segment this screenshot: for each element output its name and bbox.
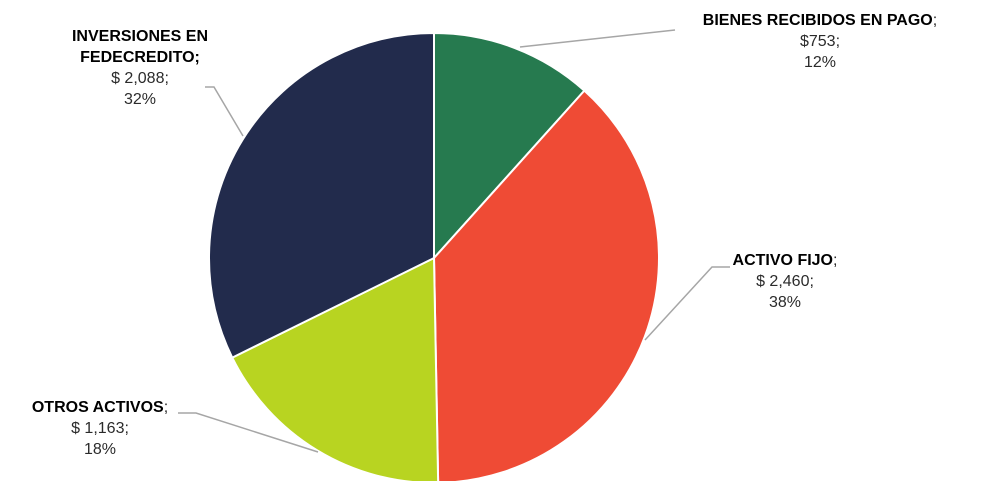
- separator: ;: [164, 70, 169, 87]
- slice-value: $ 2,460: [756, 273, 810, 290]
- separator: ;: [163, 399, 169, 416]
- pie-slice-activo-fijo: [432, 89, 660, 484]
- leader-lines: [178, 29, 730, 453]
- slice-value: $753: [799, 33, 836, 50]
- slice-label-otros-activos: OTROS ACTIVOS; $ 1,163; 18%: [0, 397, 200, 460]
- slice-value: $ 1,163: [71, 420, 125, 437]
- leader-line-bienes-recibidos-en-pago: [519, 29, 676, 48]
- slice-name: ACTIVO FIJO: [732, 252, 833, 269]
- separator: ;: [932, 12, 938, 29]
- slice-name: OTROS ACTIVOS: [31, 399, 164, 416]
- slice-percent: 32%: [123, 91, 157, 108]
- separator: ;: [194, 49, 200, 66]
- leader-line-inversiones-en-fedecredito: [205, 86, 244, 137]
- separator: ;: [809, 273, 814, 290]
- slice-name: INVERSIONES EN FEDECREDITO: [71, 28, 209, 66]
- slice-percent: 18%: [83, 441, 117, 458]
- slice-label-activo-fijo: ACTIVO FIJO; $ 2,460; 38%: [700, 250, 870, 313]
- separator: ;: [124, 420, 129, 437]
- pie-slices: [208, 31, 660, 484]
- slice-name: BIENES RECIBIDOS EN PAGO: [702, 12, 933, 29]
- pie-slice-inversiones-en-fedecredito: [208, 31, 435, 359]
- slice-percent: 12%: [803, 54, 837, 71]
- separator: ;: [833, 252, 838, 269]
- separator: ;: [835, 33, 841, 50]
- pie-slice-bienes-recibidos-en-pago: [433, 31, 586, 261]
- slice-value: $ 2,088: [111, 70, 165, 87]
- slice-label-inversiones-en-fedecredito: INVERSIONES EN FEDECREDITO; $ 2,088; 32%: [40, 26, 240, 110]
- leader-line-otros-activos: [178, 412, 319, 453]
- slice-label-bienes-recibidos-en-pago: BIENES RECIBIDOS EN PAGO; $753; 12%: [660, 10, 980, 73]
- leader-line-activo-fijo: [644, 266, 730, 341]
- slice-percent: 38%: [768, 294, 802, 311]
